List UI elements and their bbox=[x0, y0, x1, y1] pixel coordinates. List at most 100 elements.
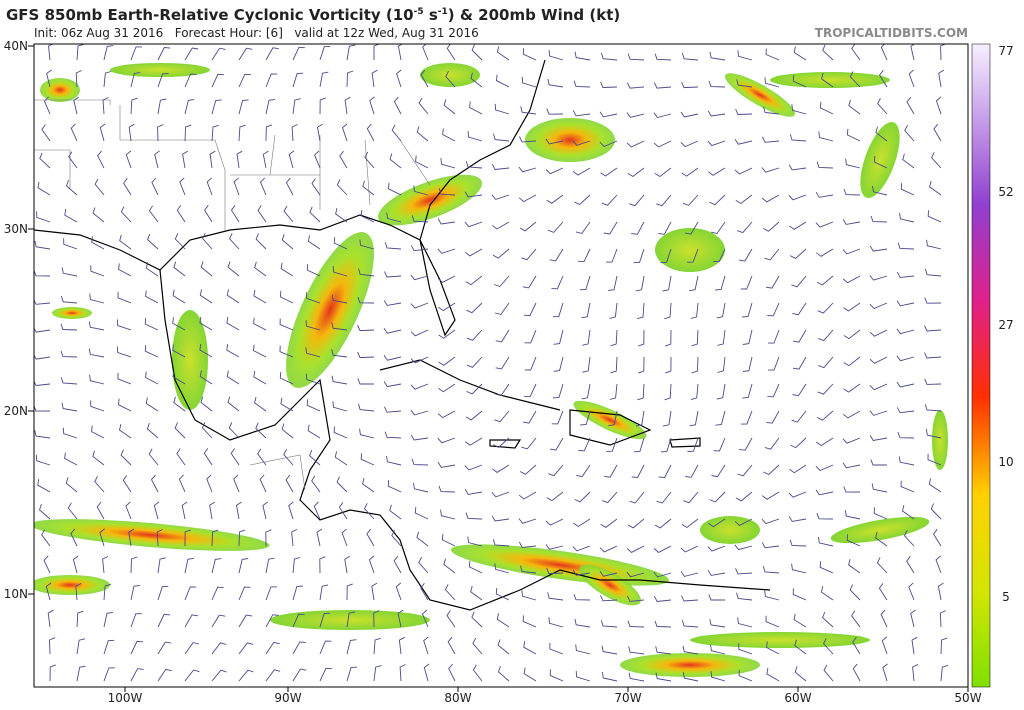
wind-barb bbox=[280, 397, 294, 412]
wind-barb bbox=[265, 586, 277, 601]
wind-barb bbox=[713, 437, 726, 452]
wind-barb bbox=[709, 491, 726, 503]
wind-barb bbox=[230, 448, 240, 466]
wind-barb bbox=[206, 474, 213, 493]
wind-barb bbox=[145, 371, 159, 385]
wind-barb bbox=[572, 545, 591, 552]
wind-barb bbox=[637, 383, 645, 401]
wind-barb bbox=[574, 491, 591, 503]
wind-barb bbox=[547, 221, 564, 233]
wind-barb bbox=[927, 210, 942, 223]
wind-barb bbox=[99, 528, 105, 547]
wind-barb bbox=[680, 545, 699, 553]
wind-barb bbox=[307, 235, 321, 250]
wind-barb bbox=[896, 271, 915, 278]
wind-barb bbox=[181, 501, 188, 520]
wind-barb bbox=[471, 611, 483, 628]
title-exp: -1 bbox=[438, 7, 448, 17]
wind-barb bbox=[316, 528, 323, 547]
wind-barb bbox=[363, 503, 375, 520]
wind-barb bbox=[788, 491, 807, 498]
wind-barb bbox=[737, 464, 753, 477]
wind-barb bbox=[764, 590, 780, 601]
wind-barb bbox=[465, 512, 483, 520]
wind-barb bbox=[148, 448, 159, 466]
wind-barb bbox=[737, 50, 753, 61]
wind-barb bbox=[331, 294, 348, 304]
wind-barb bbox=[173, 261, 186, 277]
wind-barb bbox=[206, 177, 213, 196]
wind-barb bbox=[156, 529, 163, 547]
wind-barb bbox=[766, 667, 780, 682]
wind-barb bbox=[655, 646, 672, 655]
wind-barb bbox=[935, 555, 942, 574]
wind-barb bbox=[523, 641, 537, 655]
wind-barb bbox=[211, 47, 226, 61]
wind-barb bbox=[199, 316, 213, 331]
wind-barb bbox=[226, 317, 240, 331]
wind-barb bbox=[653, 82, 672, 89]
wind-barb bbox=[739, 437, 753, 451]
wind-barb bbox=[184, 614, 198, 628]
wind-barb bbox=[842, 248, 861, 255]
wind-barb bbox=[818, 131, 834, 142]
wind-barb bbox=[842, 275, 861, 284]
wind-barb bbox=[279, 318, 294, 331]
wind-barb bbox=[76, 665, 86, 682]
lon-label: 90W bbox=[274, 691, 301, 705]
wind-barb bbox=[204, 205, 213, 223]
wind-barb bbox=[464, 248, 483, 257]
wind-barb bbox=[716, 383, 726, 400]
wind-barb bbox=[899, 212, 915, 223]
wind-barb bbox=[130, 46, 142, 61]
wind-barb bbox=[519, 221, 537, 232]
wind-barb bbox=[238, 586, 251, 601]
wind-barb bbox=[371, 582, 378, 601]
wind-barb bbox=[911, 636, 918, 655]
wind-barb bbox=[307, 424, 321, 439]
wind-barb bbox=[73, 96, 80, 115]
wind-barb bbox=[518, 518, 537, 524]
wind-barb bbox=[184, 669, 200, 682]
wind-barb bbox=[336, 476, 348, 493]
wind-barb bbox=[576, 464, 591, 478]
wind-barb bbox=[681, 620, 699, 628]
wind-barb bbox=[687, 437, 699, 452]
wind-barb bbox=[410, 356, 429, 364]
wind-barb bbox=[635, 410, 645, 427]
wind-barb bbox=[493, 275, 510, 288]
wind-barb bbox=[762, 221, 780, 232]
wind-barb bbox=[464, 221, 483, 228]
wind-barb bbox=[466, 356, 483, 368]
wind-barb bbox=[357, 351, 375, 359]
wind-barb bbox=[715, 410, 726, 426]
wind-barb bbox=[123, 178, 132, 196]
wind-barb bbox=[414, 506, 429, 520]
wind-barb bbox=[341, 123, 348, 142]
wind-barb bbox=[292, 98, 301, 115]
wind-barb bbox=[415, 155, 429, 169]
wind-barb bbox=[521, 76, 537, 88]
wind-barb bbox=[908, 582, 915, 601]
wind-barb bbox=[582, 329, 591, 346]
wind-barb bbox=[94, 475, 105, 493]
wind-barb bbox=[495, 383, 510, 397]
wind-barb bbox=[552, 383, 564, 399]
wind-barb bbox=[373, 637, 381, 655]
wind-barb bbox=[906, 96, 915, 115]
wind-barb bbox=[600, 518, 618, 528]
wind-barb bbox=[76, 638, 86, 655]
wind-barb bbox=[331, 322, 348, 331]
wind-barb bbox=[362, 180, 375, 196]
wind-barb bbox=[938, 69, 945, 88]
wind-barb bbox=[789, 464, 807, 474]
wind-barb bbox=[735, 194, 753, 205]
wind-barb bbox=[848, 558, 861, 574]
wind-barb bbox=[99, 123, 106, 142]
wind-barb bbox=[254, 396, 267, 412]
wind-barb bbox=[662, 275, 672, 292]
wind-barb bbox=[211, 529, 219, 547]
wind-barb bbox=[681, 167, 699, 177]
wind-barb bbox=[317, 123, 323, 142]
wind-barb bbox=[545, 544, 564, 550]
